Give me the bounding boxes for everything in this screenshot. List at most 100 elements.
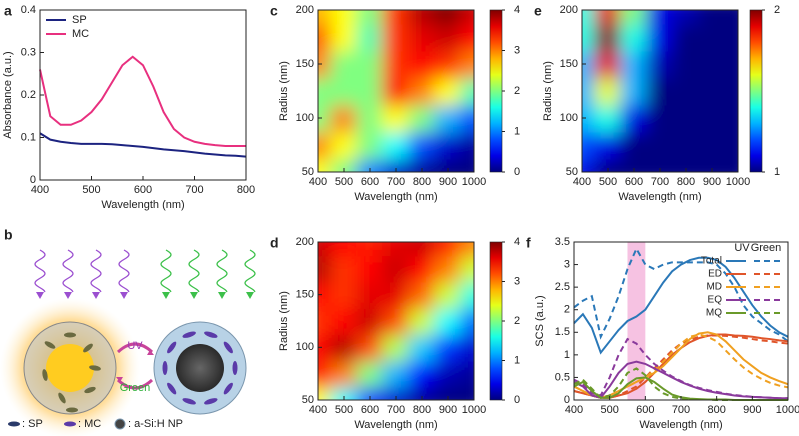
x-axis-title: Wavelength (nm) <box>101 199 184 211</box>
heatmap-cells <box>318 10 474 172</box>
x-tick-label: 600 <box>134 184 152 196</box>
heat-cell <box>382 157 410 172</box>
x-tick-label: 600 <box>361 176 379 188</box>
heat-cell <box>382 130 410 160</box>
light-wave <box>90 249 102 293</box>
heat-cell <box>356 306 384 336</box>
x-tick-label: 800 <box>413 404 431 416</box>
arrow-head <box>92 292 100 299</box>
y-axis-title: Radius (nm) <box>278 291 290 351</box>
mc-molecule <box>182 331 196 338</box>
heat-cell <box>382 280 410 309</box>
panel: f UV Green Total ED MD EQ MQ 400 500 600 700 800 900 1… <box>526 235 799 431</box>
heat-cell <box>330 333 358 362</box>
heat-cell <box>434 49 462 79</box>
heat-cell <box>356 242 384 257</box>
x-tick-label: 900 <box>439 404 457 416</box>
heat-cell <box>408 130 436 160</box>
heat-cell <box>698 22 726 52</box>
heat-cell <box>408 254 436 283</box>
mc-molecule <box>232 361 238 375</box>
mc-molecule <box>162 361 168 375</box>
x-tick-label: 800 <box>237 184 255 196</box>
heat-cell <box>408 22 436 52</box>
y-tick-label: 0.2 <box>21 89 36 101</box>
heat-cell <box>318 242 332 257</box>
heat-cell <box>724 157 738 172</box>
heat-cell <box>330 280 358 309</box>
heat-cell <box>460 333 474 362</box>
arrow-head <box>190 292 198 299</box>
heat-cell <box>356 130 384 160</box>
legend-label: MD <box>706 282 722 293</box>
panel: c 0 1 2 3 4 400 500 600 700 800 900 1000 50 100 150 200 W… <box>270 3 520 203</box>
heat-cell <box>318 10 332 25</box>
mc-icon <box>64 421 76 427</box>
arrow-label: Green <box>120 382 151 394</box>
heat-cell <box>356 385 384 400</box>
x-tick-label: 900 <box>703 176 721 188</box>
y-tick-label: 0.1 <box>21 131 36 143</box>
arrow-head <box>162 292 170 299</box>
colorbar-label: 4 <box>514 4 520 16</box>
heat-cell <box>408 359 436 388</box>
mc-molecule <box>167 382 177 395</box>
heat-cell <box>356 22 384 52</box>
heat-cell <box>460 385 474 400</box>
data-line <box>39 132 247 158</box>
heat-cell <box>330 385 358 400</box>
heat-cell <box>408 49 436 79</box>
data-line-green <box>573 246 789 343</box>
sp-molecule <box>66 407 78 413</box>
heat-cell <box>434 10 462 25</box>
sp-molecule <box>64 332 76 338</box>
y-tick-label: 200 <box>560 4 578 16</box>
y-tick-label: 100 <box>296 341 314 353</box>
heat-cell <box>434 359 462 388</box>
heat-cell <box>646 157 674 172</box>
highlight-band <box>627 242 646 400</box>
heat-cell <box>582 10 596 25</box>
heat-cell <box>330 242 358 257</box>
heat-cell <box>330 49 358 79</box>
x-tick-label: 500 <box>335 404 353 416</box>
heat-cell <box>460 103 474 133</box>
panel: a SP MC 400 500 600 700 800 0 0.1 0.2 0.3 0.4 Wavelen… <box>2 3 255 211</box>
heat-cell <box>594 157 622 172</box>
heat-cell <box>434 385 462 400</box>
arrow-label: UV <box>127 340 143 352</box>
legend-label: Total <box>701 256 722 267</box>
x-tick-label: 700 <box>387 404 405 416</box>
heat-cell <box>724 130 738 160</box>
heat-cell <box>672 103 700 133</box>
heat-cell <box>356 254 384 283</box>
legend-text: : a-Si:H NP <box>128 418 183 430</box>
colorbar-label: 4 <box>514 236 520 248</box>
heat-cell <box>330 254 358 283</box>
heat-cell <box>460 130 474 160</box>
heat-cell <box>620 103 648 133</box>
arrow-green <box>116 378 154 390</box>
data-line-uv <box>573 333 789 399</box>
y-axis-title: Radius (nm) <box>278 61 290 121</box>
mc-molecule <box>204 398 218 405</box>
colorbar-label: 0 <box>514 166 520 178</box>
data-line <box>39 55 246 147</box>
heat-cell <box>330 22 358 52</box>
heat-cell <box>356 280 384 309</box>
heat-cell <box>356 76 384 106</box>
heat-cell <box>434 76 462 106</box>
heat-cell <box>382 22 410 52</box>
x-tick-label: 600 <box>625 176 643 188</box>
heat-cell <box>318 49 332 79</box>
sp-molecule <box>84 386 96 394</box>
y-tick-label: 150 <box>296 289 314 301</box>
light-wave <box>34 249 46 293</box>
legend-text: : MC <box>78 418 101 430</box>
x-tick-label: 1000 <box>776 404 799 416</box>
x-tick-label: 400 <box>573 176 591 188</box>
sp-molecule <box>58 392 66 404</box>
data-line-green <box>573 334 789 399</box>
colorbar-label: 1 <box>514 354 520 366</box>
y-axis-title: SCS (a.u.) <box>534 295 546 346</box>
